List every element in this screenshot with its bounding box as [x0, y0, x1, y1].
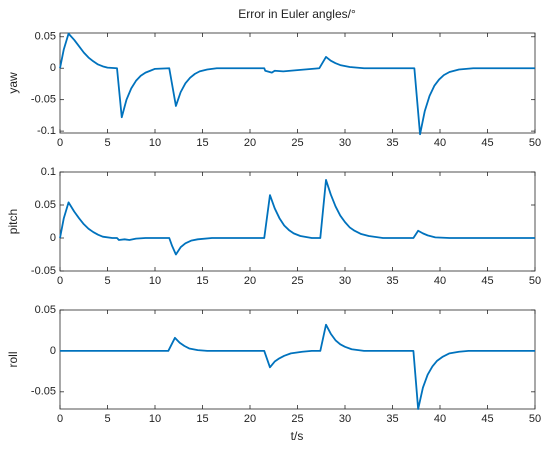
x-tick-label: 15: [196, 413, 208, 425]
x-tick-label: 5: [104, 275, 110, 287]
data-line: [60, 323, 535, 410]
x-tick-label: 40: [434, 275, 446, 287]
x-tick-label: 50: [529, 137, 541, 149]
y-tick-label: 0.1: [41, 166, 56, 178]
data-line: [59, 32, 535, 136]
x-tick-label: 30: [339, 275, 351, 287]
x-tick-label: 25: [291, 413, 303, 425]
axes-box: [59, 171, 536, 272]
y-tick-label: 0.05: [35, 31, 56, 43]
y-tick-label: 0.05: [35, 199, 56, 211]
x-tick-label: 10: [149, 137, 161, 149]
x-tick-label: 45: [481, 137, 493, 149]
x-tick-label: 0: [57, 413, 63, 425]
x-tick-label: 20: [244, 137, 256, 149]
x-tick-label: 5: [104, 137, 110, 149]
y-tick-label: 0: [50, 345, 56, 357]
x-tick-label: 25: [291, 275, 303, 287]
x-tick-label: 30: [339, 413, 351, 425]
x-axis-label: t/s: [291, 429, 304, 443]
x-tick-label: 20: [244, 275, 256, 287]
x-tick-label: 15: [196, 137, 208, 149]
x-tick-label: 10: [149, 413, 161, 425]
y-tick-label: -0.05: [31, 265, 56, 277]
x-tick-label: 40: [434, 413, 446, 425]
x-tick-label: 35: [386, 413, 398, 425]
y-tick-label: 0.05: [35, 304, 56, 316]
x-tick-label: 45: [481, 413, 493, 425]
y-tick-label: -0.1: [37, 125, 56, 137]
y-tick-label: 0: [50, 62, 56, 74]
x-tick-label: 20: [244, 413, 256, 425]
x-tick-label: 0: [57, 137, 63, 149]
x-tick-label: 10: [149, 275, 161, 287]
x-tick-label: 45: [481, 275, 493, 287]
x-tick-label: 25: [291, 137, 303, 149]
x-tick-label: 5: [104, 413, 110, 425]
y-tick-label: 0: [50, 232, 56, 244]
x-tick-label: 50: [529, 413, 541, 425]
x-tick-label: 15: [196, 275, 208, 287]
y-axis-label: pitch: [6, 209, 20, 234]
y-tick-label: -0.05: [31, 386, 56, 398]
x-tick-label: 35: [386, 275, 398, 287]
x-tick-label: 50: [529, 275, 541, 287]
x-tick-label: 35: [386, 137, 398, 149]
x-tick-label: 40: [434, 137, 446, 149]
axes-box: [59, 32, 536, 134]
x-tick-label: 0: [57, 275, 63, 287]
x-tick-label: 30: [339, 137, 351, 149]
data-line: [59, 179, 535, 256]
chart-title: Error in Euler angles/°: [238, 7, 356, 21]
y-axis-label: yaw: [6, 72, 20, 94]
axes-box: [59, 309, 536, 410]
y-axis-label: roll: [6, 351, 20, 367]
y-tick-label: -0.05: [31, 94, 56, 106]
